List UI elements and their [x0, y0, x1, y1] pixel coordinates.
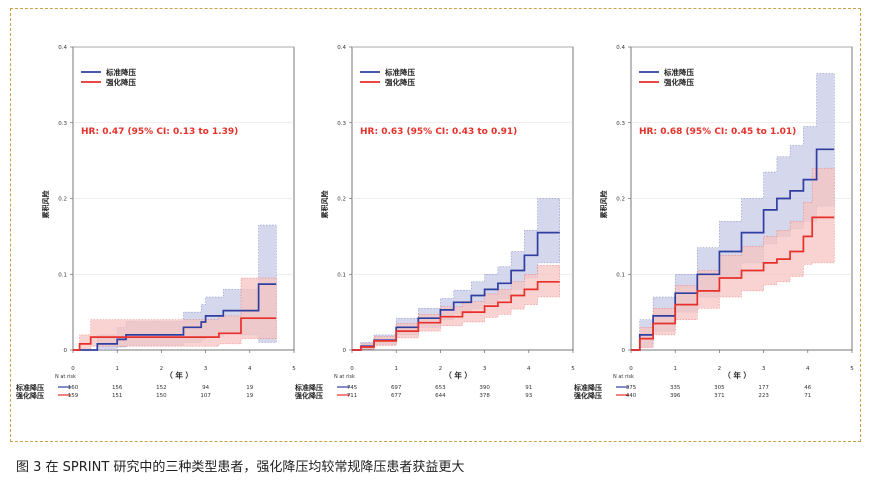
- risk-row-label: 标准降压: [294, 383, 323, 392]
- y-tick-label: 0.1: [616, 272, 625, 278]
- risk-table-title: N at risk: [55, 374, 76, 380]
- risk-count: 375: [626, 385, 637, 391]
- risk-row-label: 强化降压: [16, 391, 44, 400]
- x-tick-label: 1: [115, 366, 119, 372]
- risk-count: 91: [525, 385, 532, 391]
- risk-count: 440: [626, 393, 637, 399]
- risk-table-title: N at risk: [334, 374, 355, 380]
- y-tick-label: 0.2: [616, 197, 625, 203]
- x-tick-label: 0: [71, 366, 75, 372]
- risk-count: 94: [202, 385, 209, 391]
- x-axis-label: （ 年 ）: [444, 370, 472, 380]
- y-axis-label: 累积风险: [599, 190, 608, 219]
- legend-label: 标准降压: [663, 67, 694, 77]
- x-tick-label: 4: [248, 366, 252, 372]
- risk-count: 152: [156, 385, 167, 391]
- x-tick-label: 0: [350, 366, 354, 372]
- x-tick-label: 5: [850, 366, 854, 372]
- y-tick-label: 0.2: [58, 197, 67, 203]
- series-line-intensive: [73, 317, 277, 351]
- y-tick-label: 0.4: [337, 45, 346, 51]
- risk-count: 378: [479, 393, 490, 399]
- y-tick-label: 0.1: [337, 272, 346, 278]
- legend-label: 标准降压: [384, 67, 415, 77]
- risk-count: 745: [347, 385, 358, 391]
- legend-label: 标准降压: [105, 67, 136, 77]
- risk-row-label: 强化降压: [295, 391, 323, 400]
- series-line-standard: [631, 148, 835, 351]
- series-line-intensive: [352, 280, 560, 351]
- risk-count: 160: [68, 385, 79, 391]
- figure-frame: [10, 8, 861, 442]
- x-tick-label: 1: [673, 366, 677, 372]
- y-axis-label: 累积风险: [320, 190, 329, 219]
- x-tick-label: 1: [394, 366, 398, 372]
- risk-row-label: 标准降压: [573, 383, 602, 392]
- y-tick-label: 0: [343, 348, 347, 354]
- risk-count: 371: [714, 393, 725, 399]
- x-tick-label: 3: [483, 366, 487, 372]
- y-tick-label: 0.4: [616, 45, 625, 51]
- risk-count: 107: [200, 393, 211, 399]
- legend-label: 强化降压: [106, 77, 136, 87]
- risk-row-label: 标准降压: [15, 383, 44, 392]
- y-tick-label: 0.1: [58, 272, 67, 278]
- series-line-standard: [73, 283, 277, 351]
- legend-label: 强化降压: [664, 77, 694, 87]
- x-tick-label: 5: [571, 366, 575, 372]
- hr-annotation: HR: 0.47 (95% CI: 0.13 to 1.39): [81, 127, 238, 137]
- y-tick-label: 0.3: [337, 121, 346, 127]
- risk-count: 93: [525, 393, 532, 399]
- x-tick-label: 0: [629, 366, 633, 372]
- y-tick-label: 0: [622, 348, 626, 354]
- risk-count: 305: [714, 385, 725, 391]
- x-axis-label: （ 年 ）: [723, 370, 751, 380]
- risk-count: 71: [804, 393, 811, 399]
- risk-row-label: 强化降压: [574, 391, 602, 400]
- y-axis-label: 累积风险: [41, 190, 50, 219]
- ci-band-intensive: [73, 277, 277, 351]
- risk-count: 46: [804, 385, 811, 391]
- y-tick-label: 0.3: [616, 121, 625, 127]
- x-axis-label: （ 年 ）: [165, 370, 193, 380]
- y-tick-label: 0: [64, 348, 68, 354]
- x-tick-label: 4: [527, 366, 531, 372]
- ci-band-standard: [631, 73, 835, 351]
- y-tick-label: 0.4: [58, 45, 67, 51]
- x-tick-label: 2: [718, 366, 722, 372]
- risk-count: 697: [391, 385, 402, 391]
- risk-count: 156: [112, 385, 123, 391]
- risk-count: 150: [156, 393, 167, 399]
- y-tick-label: 0.2: [337, 197, 346, 203]
- risk-count: 177: [758, 385, 769, 391]
- risk-count: 653: [435, 385, 446, 391]
- x-tick-label: 4: [806, 366, 810, 372]
- risk-count: 335: [670, 385, 681, 391]
- risk-table-title: N at risk: [613, 374, 634, 380]
- risk-count: 19: [246, 385, 253, 391]
- risk-count: 711: [347, 393, 358, 399]
- risk-count: 677: [391, 393, 402, 399]
- risk-count: 223: [758, 393, 769, 399]
- x-tick-label: 3: [204, 366, 208, 372]
- risk-count: 396: [670, 393, 681, 399]
- x-tick-label: 5: [292, 366, 296, 372]
- ci-band-intensive: [352, 264, 560, 351]
- x-tick-label: 2: [160, 366, 164, 372]
- risk-count: 159: [68, 393, 79, 399]
- x-tick-label: 2: [439, 366, 443, 372]
- figure-caption: 图 3 在 SPRINT 研究中的三种类型患者，强化降压均较常规降压患者获益更大: [16, 460, 465, 475]
- series-line-intensive: [631, 216, 835, 351]
- risk-count: 19: [246, 393, 253, 399]
- x-tick-label: 3: [762, 366, 766, 372]
- y-tick-label: 0.3: [58, 121, 67, 127]
- legend-label: 强化降压: [385, 77, 415, 87]
- hr-annotation: HR: 0.63 (95% CI: 0.43 to 0.91): [360, 127, 517, 137]
- risk-count: 644: [435, 393, 446, 399]
- risk-count: 151: [112, 393, 123, 399]
- hr-annotation: HR: 0.68 (95% CI: 0.45 to 1.01): [639, 127, 796, 137]
- risk-count: 390: [479, 385, 490, 391]
